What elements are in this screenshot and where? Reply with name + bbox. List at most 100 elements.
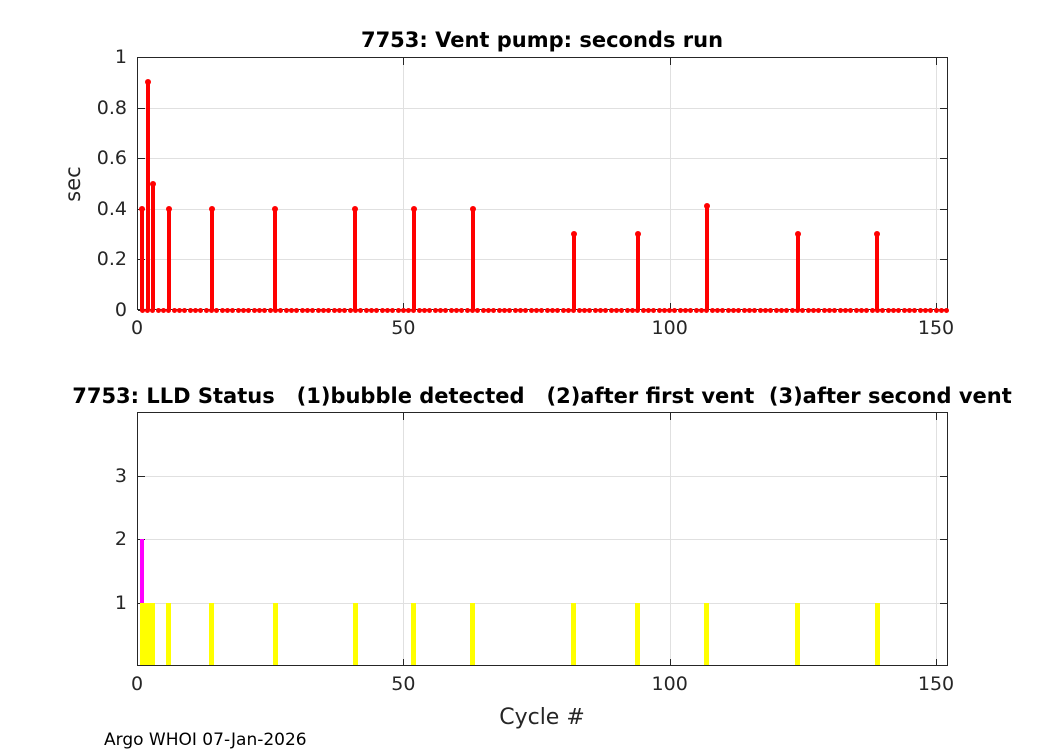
baseline-dot [672,307,678,313]
baseline-dot [315,307,321,313]
y-tick [138,107,145,109]
baseline-dot [486,307,492,313]
stem-marker [149,180,156,187]
stem-marker [634,231,641,238]
baseline-dot [352,307,358,313]
baseline-dot [704,307,710,313]
stem-line [470,208,475,310]
x-tick [137,303,138,310]
x-tick [669,303,671,310]
baseline-dot [235,307,241,313]
x-tick-label: 50 [391,317,416,339]
baseline-dot [576,307,582,313]
axes-frame [137,412,948,666]
baseline-dot [752,307,758,313]
baseline-dot [257,307,262,313]
baseline-dot [432,307,438,313]
y-tick [138,158,145,160]
stem-marker [139,205,146,212]
baseline-dot [139,307,145,313]
baseline-dot [230,307,236,313]
baseline-dot [864,307,870,313]
baseline-dot [853,307,859,313]
h-gridline [137,539,948,540]
x-tick [936,58,937,65]
x-tick [669,58,671,65]
baseline-dot [358,307,364,313]
baseline-dot [438,307,444,313]
footer-text: Argo WHOI 07-Jan-2026 [104,730,307,750]
baseline-dot [225,307,231,313]
baseline-dot [209,307,215,313]
status-bar [352,602,358,665]
baseline-dot [565,307,571,313]
stem-marker [703,203,710,210]
baseline-dot [342,307,348,313]
baseline-dot [251,307,257,313]
y-tick [940,475,947,477]
baseline-dot [427,307,433,313]
baseline-dot [816,307,822,313]
stem-marker [352,205,359,212]
baseline-dot [683,307,689,313]
baseline-dot [800,307,806,313]
baseline-dot [496,307,502,313]
x-tick-label: 150 [917,673,955,695]
baseline-dot [837,307,843,313]
baseline-dot [571,307,577,313]
stem-line [353,208,358,310]
baseline-dot [688,307,694,313]
h-gridline [137,158,948,160]
stem-marker [794,231,801,238]
baseline-dot [150,307,156,313]
baseline-dot [320,307,326,313]
baseline-dot [805,307,811,313]
status-bar [150,602,156,665]
stem-line [273,208,278,310]
baseline-dot [368,307,374,313]
baseline-dot [549,307,555,313]
baseline-dot [661,307,667,313]
x-tick [137,58,138,65]
baseline-dot [885,307,891,313]
baseline-dot [938,307,944,313]
baseline-dot [161,307,167,313]
baseline-dot [656,307,662,313]
x-tick-label: 50 [391,673,416,695]
baseline-dot [534,307,539,313]
h-gridline [137,107,948,109]
status-bar [145,602,151,665]
stem-marker [165,205,172,212]
baseline-dot [310,307,316,313]
bottom-chart-title: 7753: LLD Status (1)bubble detected (2)a… [72,384,1012,408]
baseline-dot [906,307,912,313]
baseline-dot [842,307,848,313]
baseline-dot [406,307,412,313]
status-bar [470,602,476,665]
status-bar [166,602,172,665]
baseline-dot [789,307,795,313]
baseline-dot [848,307,854,313]
baseline-dot [326,307,332,313]
baseline-dot [944,307,950,313]
v-gridline [936,57,937,310]
stem-marker [874,231,881,238]
x-tick-label: 100 [651,673,688,695]
baseline-dot [560,307,566,313]
baseline-dot [278,307,284,313]
baseline-dot [731,307,737,313]
y-tick [940,158,947,160]
stem-line [150,183,155,310]
baseline-dot [592,307,598,313]
baseline-dot [411,307,417,313]
baseline-dot [512,307,518,313]
baseline-dot [267,307,273,313]
status-bar [140,539,145,665]
stem-marker [208,205,215,212]
baseline-dot [390,307,396,313]
status-bar [704,602,710,665]
baseline-dot [917,307,923,313]
baseline-dot [773,307,779,313]
